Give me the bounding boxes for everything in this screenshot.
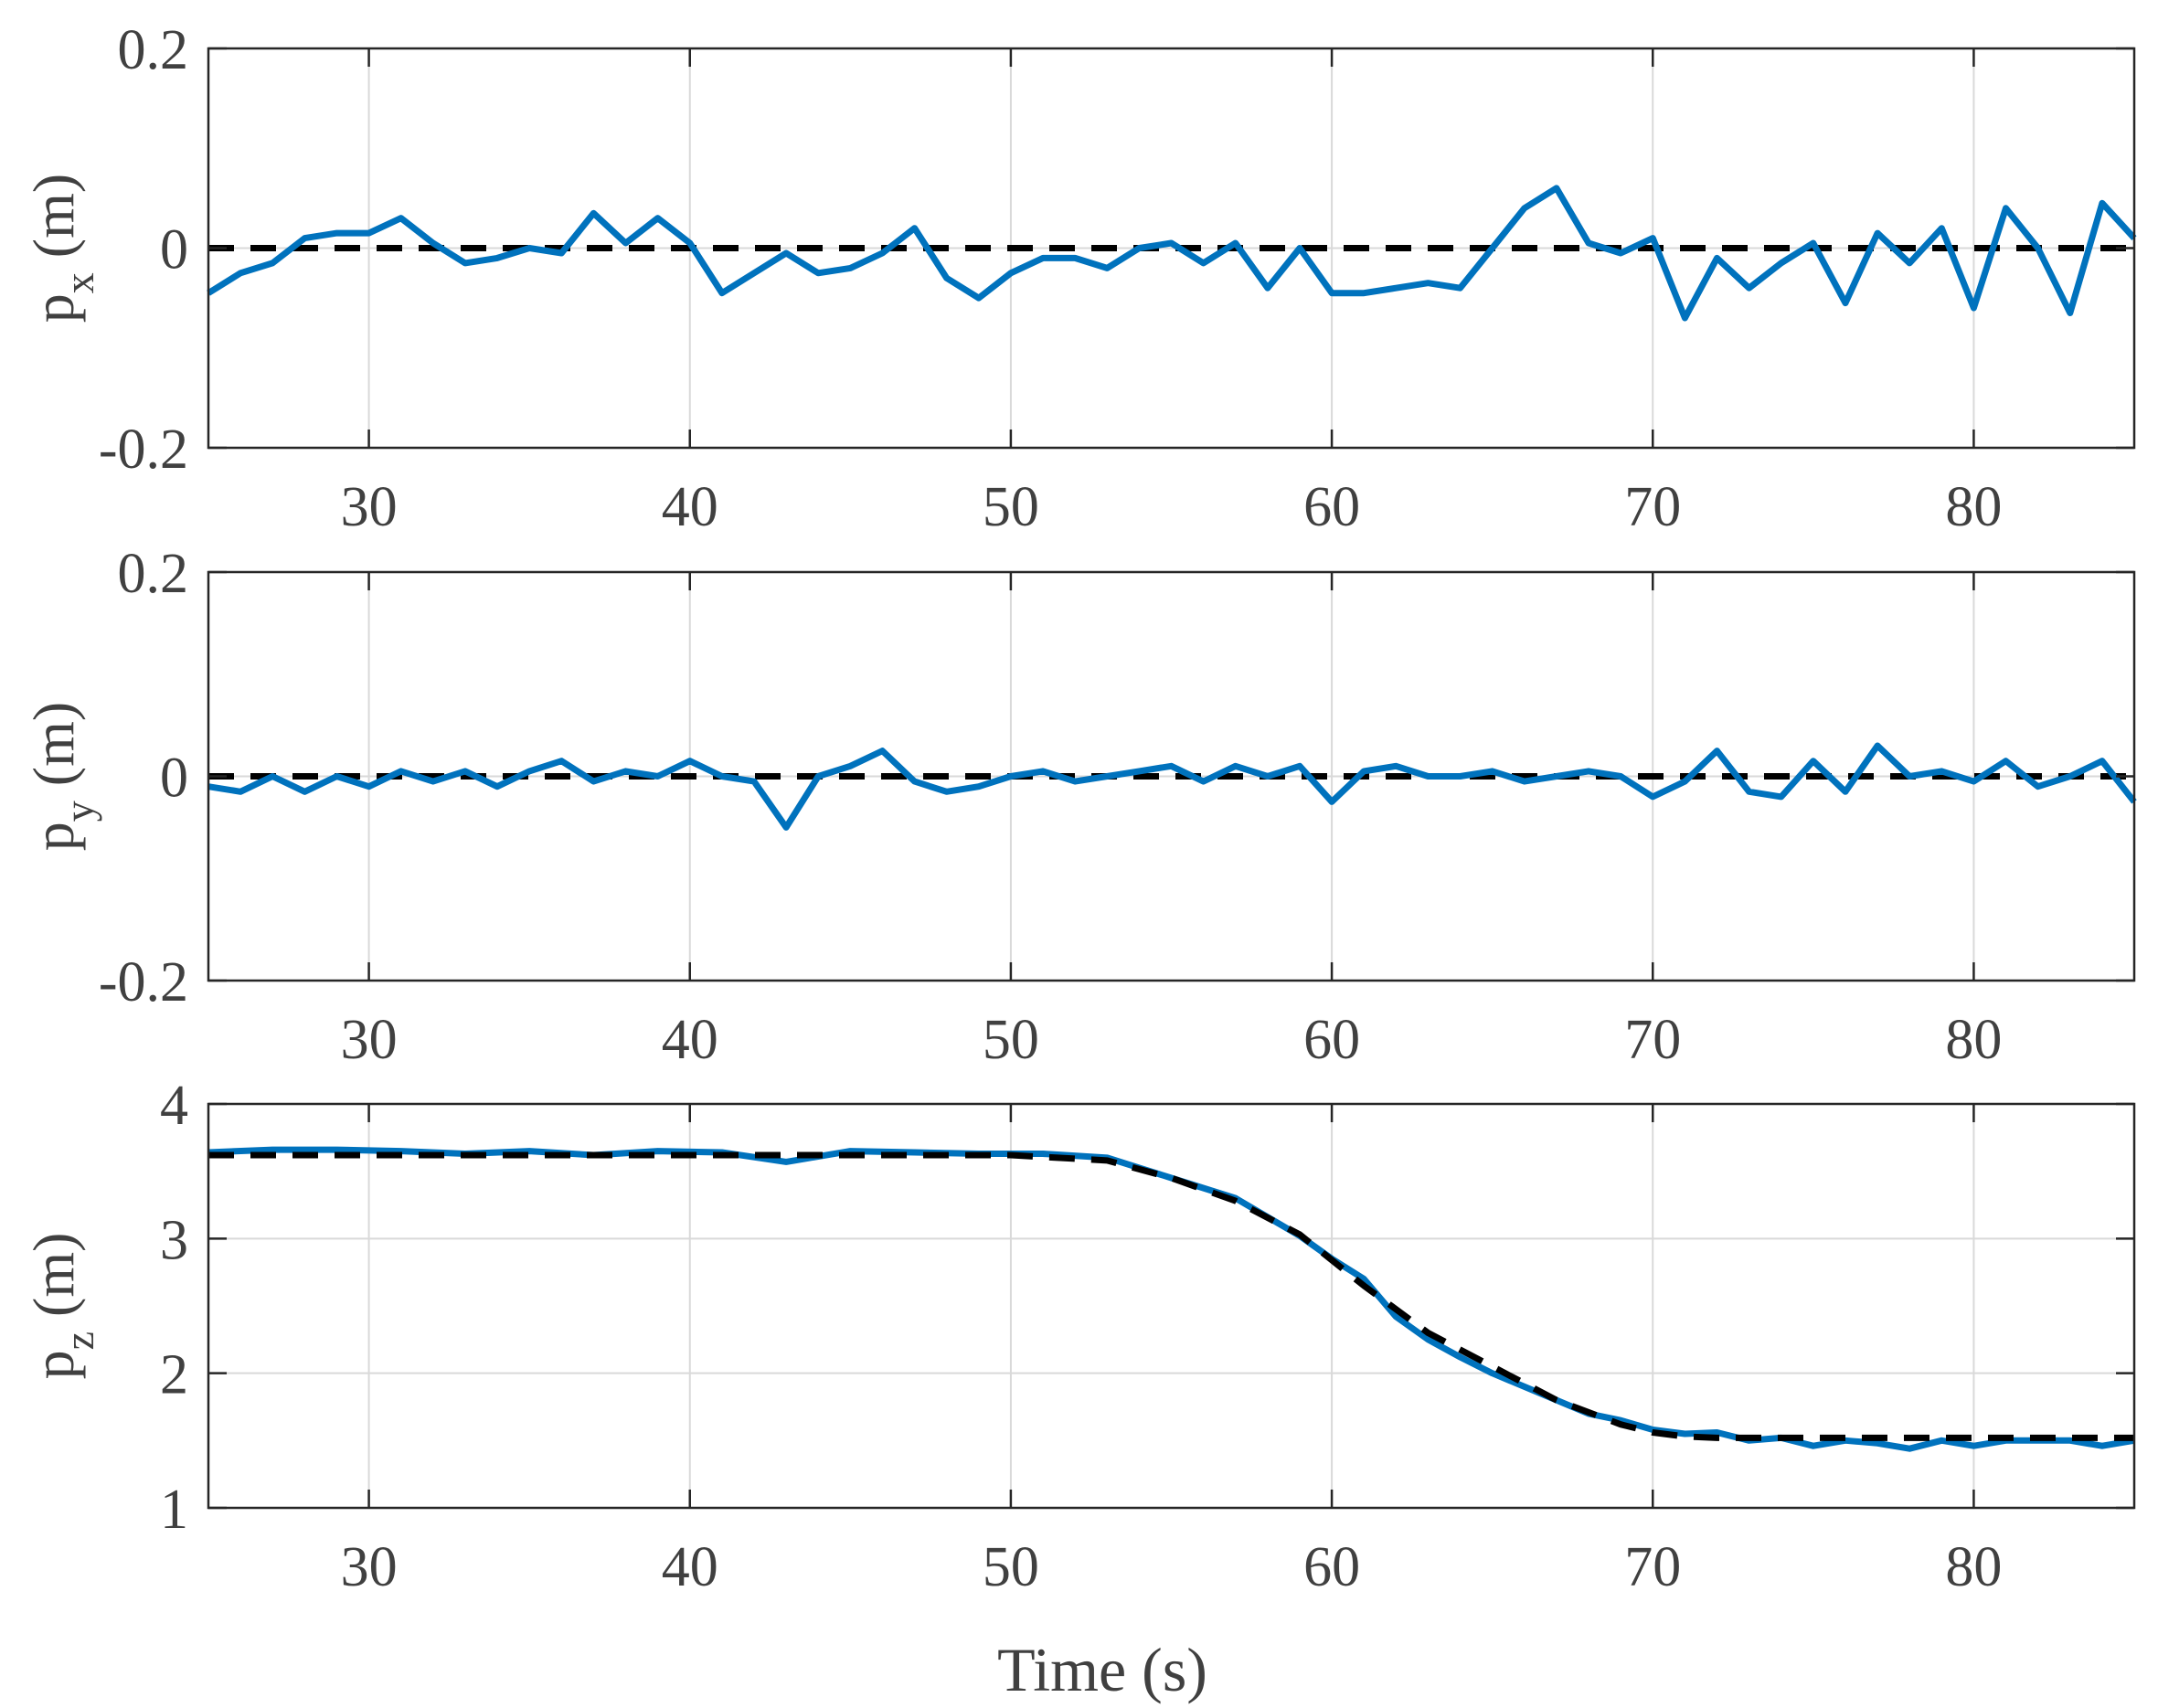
x-tick-label: 80: [1945, 476, 2002, 538]
y-tick-label: 0.2: [118, 19, 189, 81]
y-tick-label: -0.2: [99, 419, 188, 481]
x-tick-label: 40: [662, 1536, 718, 1598]
subplot-pz: 30 40 50 60 70 80 1 2 3 4 pz (m): [21, 1075, 2136, 1598]
subplot-px: 30 40 50 60 70 80 -0.2 0 0.2 px (m): [21, 19, 2137, 538]
x-tick-label: 70: [1624, 1536, 1681, 1598]
y-tick-label: 0.2: [118, 543, 189, 605]
x-tick-label: 30: [341, 1009, 398, 1071]
x-tick-label: 80: [1945, 1536, 2002, 1598]
x-tick-label: 40: [662, 476, 718, 538]
x-tick-label: 80: [1945, 1009, 2002, 1071]
series-reference-line-pz: [208, 1151, 2134, 1441]
series-actual-line-pz: [207, 1146, 2135, 1452]
y-axis-label-px: px (m): [21, 174, 102, 323]
series-actual-line-px: [207, 185, 2137, 322]
y-tick-label: 0: [160, 219, 188, 281]
y-axis-label-base: p: [21, 822, 86, 851]
x-tick-label: 60: [1303, 476, 1360, 538]
y-axis-label-unit: (m): [21, 174, 86, 272]
y-tick-label: 3: [160, 1209, 188, 1271]
y-axis-label-py: py (m): [21, 702, 102, 851]
y-tick-label: 2: [160, 1344, 188, 1406]
y-axis-label-unit: (m): [21, 702, 86, 801]
x-tick-label: 50: [983, 1536, 1039, 1598]
x-tick-label: 30: [341, 476, 398, 538]
x-tick-label: 30: [341, 1536, 398, 1598]
x-tick-label: 50: [983, 476, 1039, 538]
y-axis-label-subscript: z: [56, 1331, 102, 1350]
y-tick-label: 1: [160, 1479, 188, 1541]
series-actual-line-py: [207, 742, 2137, 831]
y-tick-label: -0.2: [99, 951, 188, 1013]
axes-box-pz: [207, 1102, 2136, 1510]
x-tick-label: 50: [983, 1009, 1039, 1071]
y-axis-label-base: p: [21, 293, 86, 323]
x-tick-label: 70: [1624, 1009, 1681, 1071]
y-axis-label-pz: pz (m): [21, 1233, 102, 1380]
x-tick-label: 40: [662, 1009, 718, 1071]
x-tick-label: 60: [1303, 1536, 1360, 1598]
x-axis-label: Time (s): [997, 1635, 1207, 1704]
x-tick-label: 70: [1624, 476, 1681, 538]
y-axis-label-subscript: y: [56, 801, 102, 822]
y-axis-label-subscript: x: [56, 272, 102, 293]
y-axis-label-unit: (m): [21, 1233, 86, 1331]
y-axis-label-base: p: [21, 1350, 86, 1379]
y-tick-label: 0: [160, 748, 188, 810]
y-tick-label: 4: [160, 1075, 188, 1137]
x-tick-label: 60: [1303, 1009, 1360, 1071]
subplot-py: 30 40 50 60 70 80 -0.2 0 0.2 py (m): [21, 543, 2137, 1071]
